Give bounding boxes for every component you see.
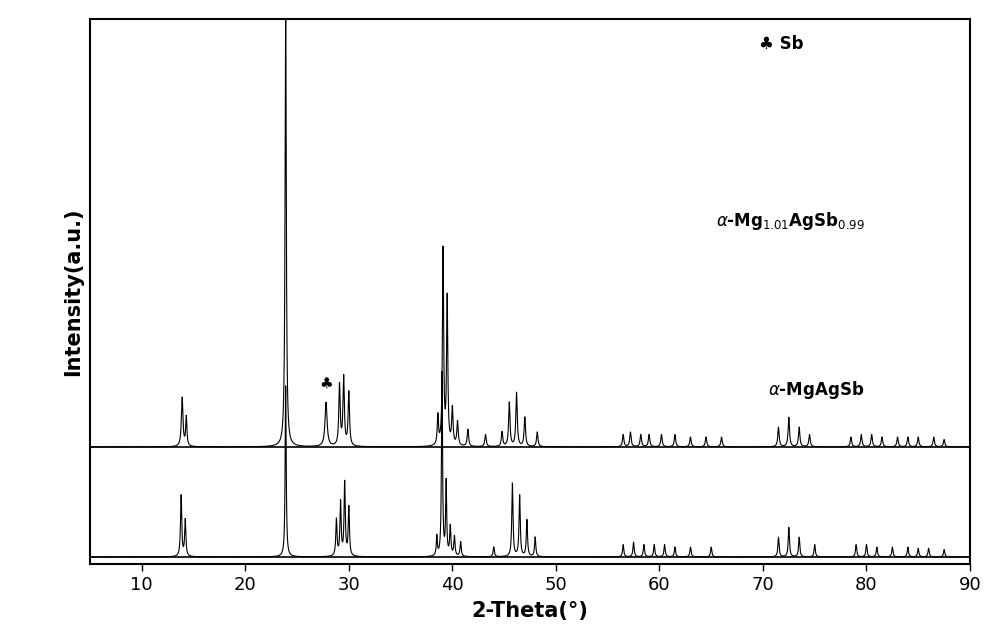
Text: $\alpha$-Mg$_{1.01}$AgSb$_{0.99}$: $\alpha$-Mg$_{1.01}$AgSb$_{0.99}$ <box>716 210 864 232</box>
Text: ♣: ♣ <box>319 376 333 391</box>
Text: $\alpha$-MgAgSb: $\alpha$-MgAgSb <box>768 378 864 401</box>
Text: ♣ Sb: ♣ Sb <box>759 36 803 53</box>
Y-axis label: Intensity(a.u.): Intensity(a.u.) <box>63 207 83 376</box>
X-axis label: 2-Theta(°): 2-Theta(°) <box>472 601 588 621</box>
